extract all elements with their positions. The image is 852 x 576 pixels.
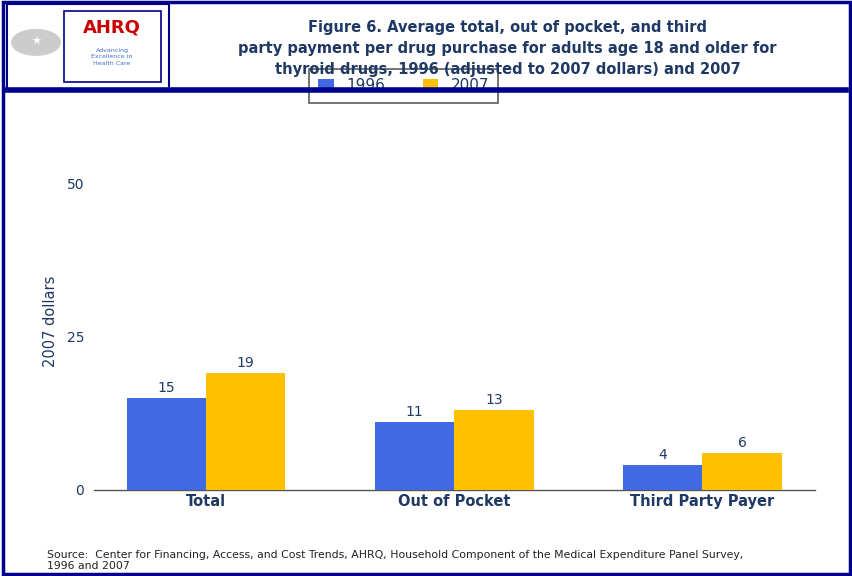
Bar [622,465,701,490]
Circle shape [12,29,60,55]
Text: 19: 19 [237,356,254,370]
Bar [206,373,285,490]
Bar [374,422,453,490]
Bar [453,410,533,490]
Text: Source:  Center for Financing, Access, and Cost Trends, AHRQ, Household Componen: Source: Center for Financing, Access, an… [47,550,742,571]
Bar [126,397,206,490]
Text: 6: 6 [737,436,746,450]
Text: 4: 4 [658,448,666,462]
Text: ★: ★ [31,37,41,47]
Text: 13: 13 [485,393,502,407]
Text: Figure 6. Average total, out of pocket, and third
party payment per drug purchas: Figure 6. Average total, out of pocket, … [238,20,776,77]
Bar [701,453,781,490]
Bar [63,11,160,82]
Text: Advancing
Excellence in
Health Care: Advancing Excellence in Health Care [91,48,133,66]
Y-axis label: 2007 dollars: 2007 dollars [43,275,58,367]
Text: 15: 15 [158,381,175,395]
Text: AHRQ: AHRQ [83,19,141,37]
Text: 11: 11 [406,405,423,419]
Legend: 1996, 2007: 1996, 2007 [309,69,498,103]
